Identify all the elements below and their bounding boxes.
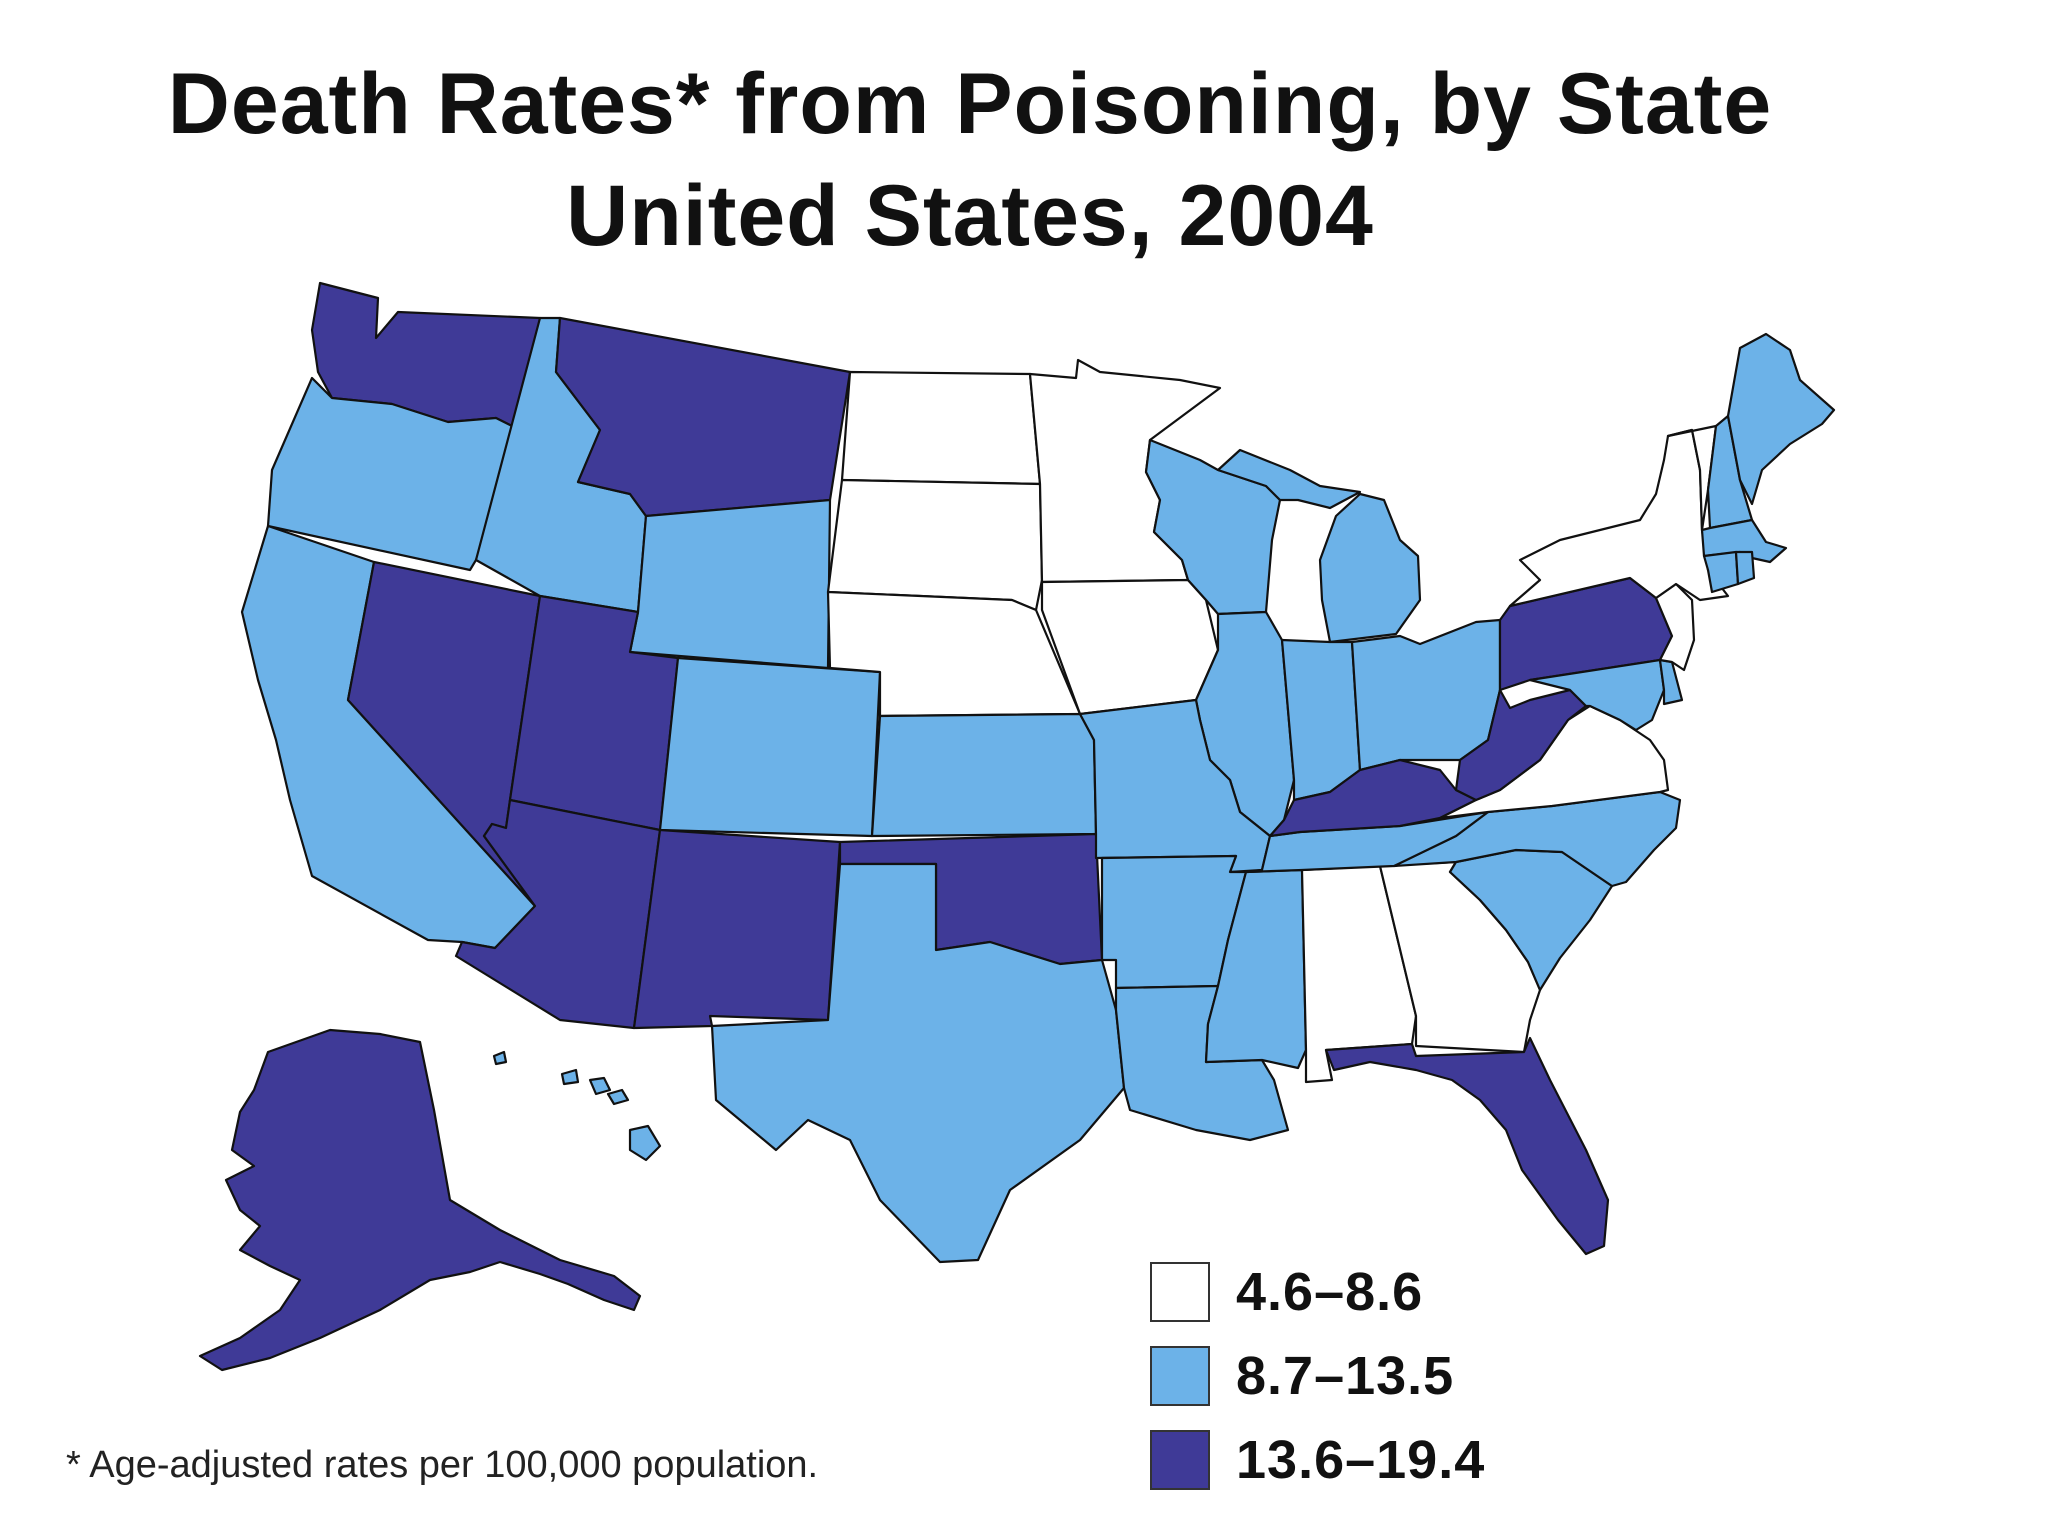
legend-label-mid: 8.7–13.5 <box>1236 1346 1455 1406</box>
legend-label-low: 4.6–8.6 <box>1236 1262 1424 1322</box>
state-kansas <box>870 712 1098 838</box>
title-line-2: United States, 2004 <box>566 168 1374 264</box>
state-colorado <box>658 656 882 838</box>
state-michigan <box>1216 448 1422 644</box>
legend-swatch-mid <box>1150 1346 1210 1406</box>
legend-label-high: 13.6–19.4 <box>1236 1430 1486 1490</box>
state-new-mexico <box>632 828 842 1030</box>
state-maine <box>1726 332 1836 506</box>
state-new-jersey <box>1654 582 1696 672</box>
state-texas <box>710 862 1126 1264</box>
legend-item-mid: 8.7–13.5 <box>1150 1334 1485 1418</box>
legend-item-high: 13.6–19.4 <box>1150 1418 1485 1502</box>
state-kentucky <box>1268 758 1478 838</box>
state-south-dakota <box>826 478 1044 612</box>
title-line-1: Death Rates* from Poisoning, by State <box>167 56 1773 152</box>
legend-swatch-high <box>1150 1430 1210 1490</box>
state-new-york <box>1508 428 1730 608</box>
state-connecticut <box>1702 550 1740 594</box>
state-north-dakota <box>840 370 1042 486</box>
state-montana <box>554 316 852 518</box>
state-rhode-island <box>1734 550 1756 586</box>
state-florida <box>1324 1036 1610 1256</box>
footnote: * Age-adjusted rates per 100,000 populat… <box>66 1444 819 1486</box>
legend: 4.6–8.6 8.7–13.5 13.6–19.4 <box>1150 1250 1485 1502</box>
state-alaska <box>198 1028 642 1372</box>
state-indiana <box>1280 638 1362 802</box>
map-title: Death Rates* from Poisoning, by State Un… <box>0 48 1940 272</box>
state-wyoming <box>628 498 832 670</box>
legend-swatch-low <box>1150 1262 1210 1322</box>
legend-item-low: 4.6–8.6 <box>1150 1250 1485 1334</box>
state-hawaii <box>492 1050 662 1162</box>
